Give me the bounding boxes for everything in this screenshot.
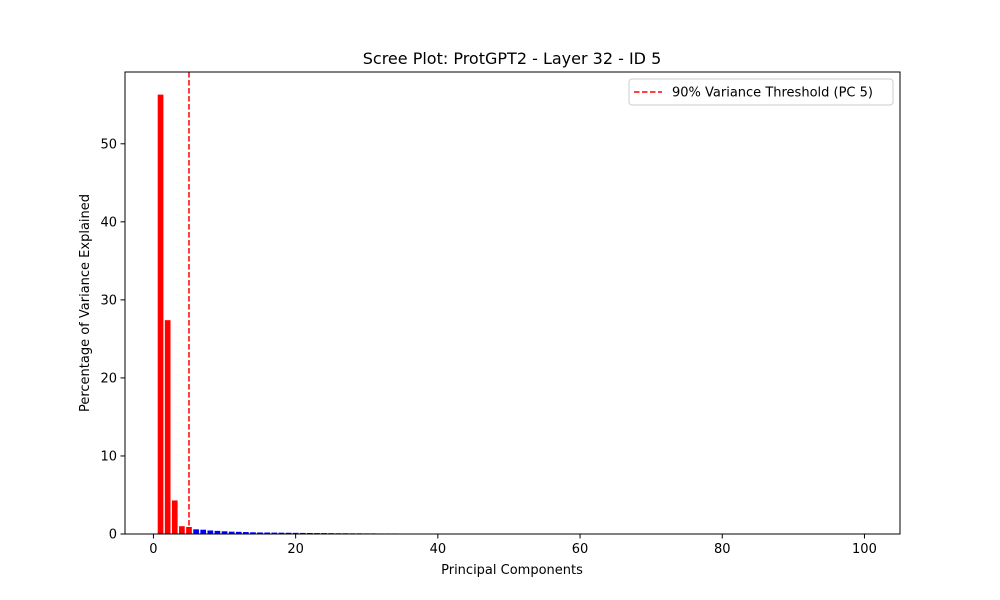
x-tick-label-80: 80	[714, 542, 731, 557]
bar-pc-13	[243, 532, 249, 534]
y-tick-label-30: 30	[100, 293, 117, 308]
y-axis-label: Percentage of Variance Explained	[78, 194, 93, 412]
chart-title: Scree Plot: ProtGPT2 - Layer 32 - ID 5	[363, 49, 662, 68]
bars-group	[157, 94, 868, 534]
y-tick-label-50: 50	[100, 137, 117, 152]
legend-box	[628, 78, 894, 106]
bar-pc-20	[292, 532, 299, 534]
bar-pc-2	[164, 320, 171, 534]
bar-pc-1	[157, 94, 164, 534]
x-tick-label-0: 0	[149, 542, 157, 557]
bar-pc-9	[214, 530, 221, 534]
bar-pc-22	[307, 532, 313, 534]
x-axis-label: Principal Components	[441, 563, 583, 578]
legend: 90% Variance Threshold (PC 5)	[628, 78, 894, 106]
x-axis-ticks: 0 20 40 60 80 100	[149, 534, 877, 557]
bar-pc-16	[264, 532, 271, 534]
bar-pc-15	[257, 532, 263, 534]
x-tick-label-100: 100	[852, 542, 877, 557]
y-tick-label-0: 0	[109, 528, 117, 543]
x-tick-label-60: 60	[572, 542, 589, 557]
plot-area-frame	[124, 71, 901, 535]
bar-pc-19	[285, 532, 292, 534]
bar-pc-12	[235, 531, 242, 534]
bar-pc-10	[221, 531, 228, 534]
bar-pc-4	[179, 526, 185, 534]
y-axis-ticks: 0 10 20 30 40 50	[100, 137, 125, 543]
bar-pc-3	[171, 500, 178, 534]
bar-pc-6	[193, 529, 199, 534]
bar-pc-7	[200, 529, 207, 534]
y-tick-label-20: 20	[100, 371, 117, 386]
y-tick-label-40: 40	[100, 215, 117, 230]
legend-threshold-label: 90% Variance Threshold (PC 5)	[672, 86, 873, 101]
bar-pc-11	[228, 531, 235, 534]
bar-pc-8	[207, 530, 214, 534]
bar-pc-18	[278, 532, 285, 534]
bar-pc-21	[299, 532, 306, 534]
x-tick-label-40: 40	[430, 542, 447, 557]
y-tick-label-10: 10	[100, 449, 117, 464]
bar-pc-17	[271, 532, 278, 534]
bar-pc-14	[250, 532, 256, 534]
x-tick-label-20: 20	[287, 542, 304, 557]
